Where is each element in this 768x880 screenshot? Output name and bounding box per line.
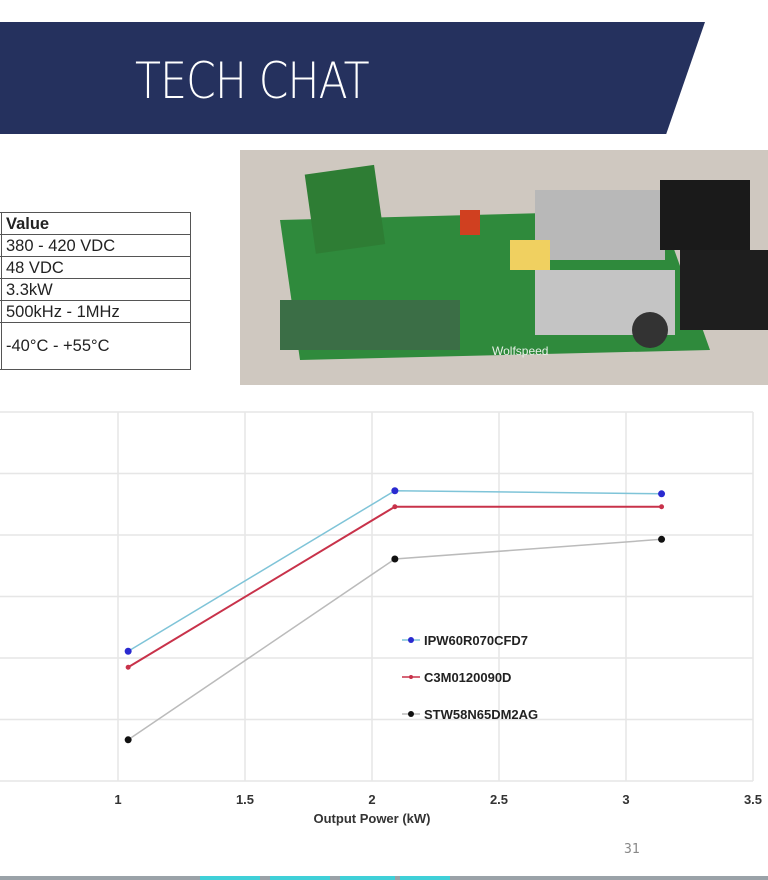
data-point [659, 504, 665, 510]
data-point [125, 664, 131, 670]
legend-label: IPW60R070CFD7 [424, 633, 528, 648]
page-number: 31 [624, 842, 640, 857]
series-line [127, 505, 662, 669]
x-tick-label: 1 [114, 792, 121, 807]
data-point [392, 504, 398, 510]
data-point [124, 736, 132, 744]
table-cell: 380 - 420 VDC [1, 234, 191, 257]
table-cell: -40°C - +55°C [1, 322, 191, 370]
legend-marker [408, 711, 414, 717]
legend-marker [408, 637, 414, 643]
x-tick-label: 3.5 [744, 792, 762, 807]
x-tick-label: 2.5 [490, 792, 508, 807]
footer-strip [0, 876, 768, 880]
table-cell: 48 VDC [1, 256, 191, 279]
legend-label: STW58N65DM2AG [424, 707, 538, 722]
table-cell: 500kHz - 1MHz [1, 300, 191, 323]
x-tick-label: 3 [622, 792, 629, 807]
series-line [127, 489, 662, 652]
series-line [127, 538, 662, 741]
table-header: Value [1, 212, 191, 235]
spec-table: Value 380 - 420 VDC 48 VDC 3.3kW 500kHz … [0, 212, 191, 370]
board-label: Wolfspeed [492, 344, 548, 358]
data-point [658, 535, 666, 543]
x-tick-label: 1.5 [236, 792, 254, 807]
data-point [124, 647, 132, 655]
table-cell: 3.3kW [1, 278, 191, 301]
legend-label: C3M0120090D [424, 670, 511, 685]
x-tick-label: 2 [368, 792, 375, 807]
x-axis-label: Output Power (kW) [314, 811, 431, 826]
header-banner [0, 22, 705, 134]
legend-marker [409, 675, 413, 679]
data-point [658, 490, 666, 498]
data-point [391, 487, 399, 495]
page-title: TECH CHAT [135, 52, 370, 110]
circuit-board-photo: Wolfspeed [240, 150, 768, 385]
data-point [391, 555, 399, 563]
